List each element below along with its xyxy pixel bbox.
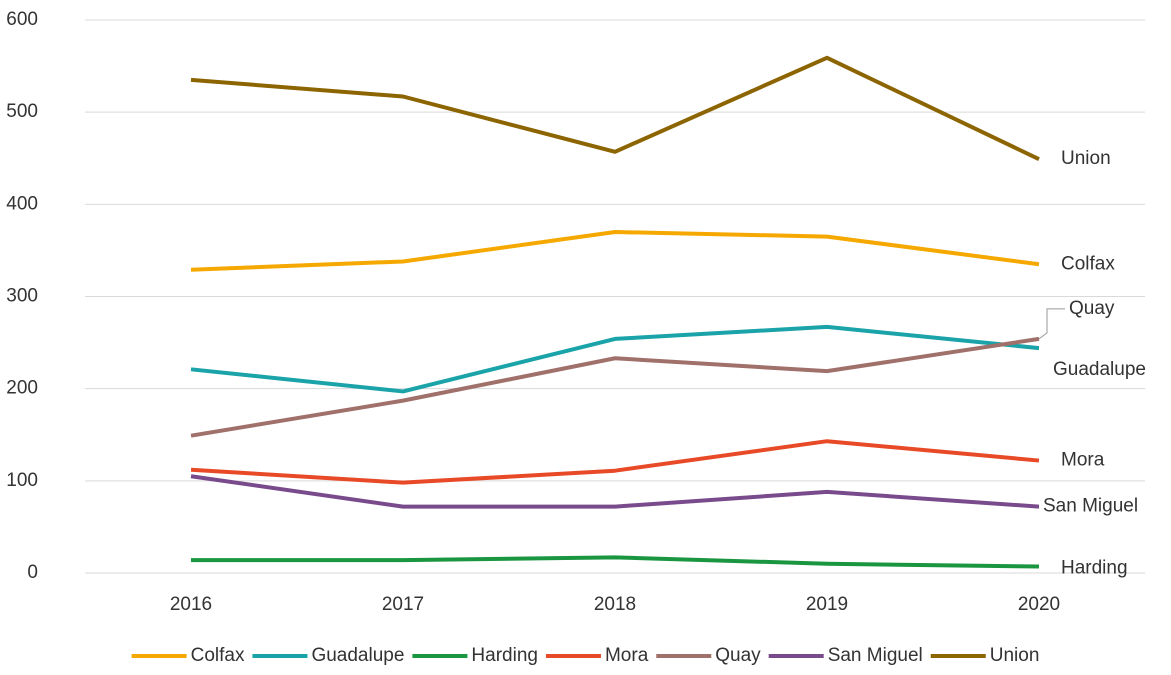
x-tick-label: 2020 — [1018, 594, 1060, 615]
series-line — [190, 55, 1040, 161]
series-end-label: Colfax — [1061, 253, 1115, 274]
series-end-label: Guadalupe — [1053, 359, 1146, 380]
series-line — [190, 229, 1040, 272]
y-tick-label: 0 — [27, 562, 38, 583]
series-line — [190, 439, 1040, 485]
y-tick-label: 300 — [6, 286, 38, 307]
y-tick-label: 600 — [6, 9, 38, 30]
series-line — [190, 336, 1040, 438]
series-end-label: San Miguel — [1043, 496, 1138, 517]
y-tick-label: 200 — [6, 378, 38, 399]
y-tick-label: 400 — [6, 193, 38, 214]
series-line — [190, 324, 1040, 394]
series-line — [190, 474, 1040, 509]
legend-label: Colfax — [191, 645, 245, 666]
x-tick-label: 2019 — [806, 594, 848, 615]
legend-label: Guadalupe — [311, 645, 404, 666]
legend-label: Harding — [471, 645, 538, 666]
x-tick-label: 2017 — [382, 594, 424, 615]
series-line — [191, 555, 1040, 569]
y-tick-label: 500 — [6, 101, 38, 122]
series-end-label: Quay — [1069, 298, 1115, 319]
leader-line — [1038, 308, 1065, 340]
x-tick-label: 2016 — [170, 594, 212, 615]
x-tick-label: 2018 — [594, 594, 636, 615]
series-end-label: Harding — [1061, 558, 1128, 579]
series-end-label: Mora — [1061, 450, 1105, 471]
legend-label: San Miguel — [828, 645, 923, 666]
legend-label: Quay — [715, 645, 761, 666]
y-tick-label: 100 — [6, 470, 38, 491]
legend-label: Mora — [605, 645, 649, 666]
series-end-label: Union — [1061, 148, 1111, 169]
legend-label: Union — [990, 645, 1040, 666]
